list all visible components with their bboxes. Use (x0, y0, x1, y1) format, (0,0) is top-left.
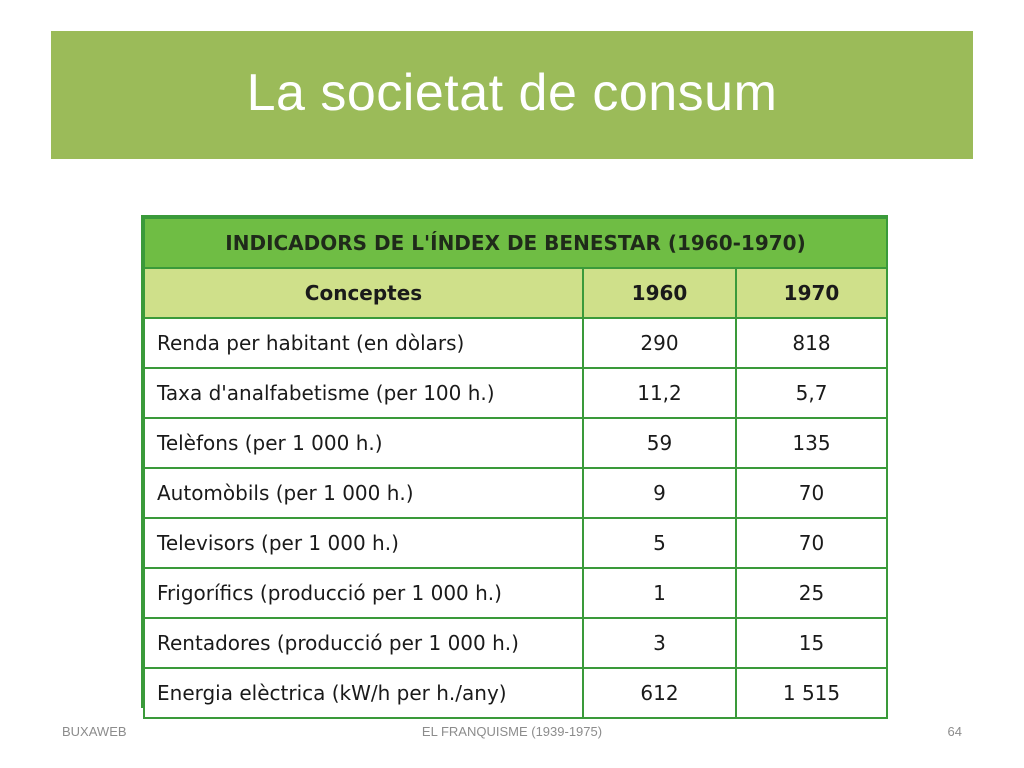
row-concept: Frigorífics (producció per 1 000 h.) (143, 567, 584, 619)
row-concept: Automòbils (per 1 000 h.) (143, 467, 584, 519)
row-value-1960: 290 (582, 317, 737, 369)
table-row: Telèfons (per 1 000 h.) 59 135 (143, 417, 889, 469)
row-value-1960: 11,2 (582, 367, 737, 419)
row-value-1960: 5 (582, 517, 737, 569)
row-value-1970: 25 (734, 567, 889, 619)
title-bar: La societat de consum (51, 31, 973, 159)
welfare-table: INDICADORS DE L'ÍNDEX DE BENESTAR (1960-… (142, 217, 889, 719)
header-concepts: Conceptes (143, 267, 584, 319)
table-caption-row: INDICADORS DE L'ÍNDEX DE BENESTAR (1960-… (142, 217, 889, 269)
slide-number: 64 (947, 724, 962, 739)
table-row: Automòbils (per 1 000 h.) 9 70 (143, 467, 889, 519)
row-value-1960: 3 (582, 617, 737, 669)
table-row: Rentadores (producció per 1 000 h.) 3 15 (143, 617, 889, 669)
row-value-1960: 9 (582, 467, 737, 519)
row-concept: Telèfons (per 1 000 h.) (143, 417, 584, 469)
row-concept: Rentadores (producció per 1 000 h.) (143, 617, 584, 669)
footer-left-text: BUXAWEB (62, 724, 127, 739)
header-1960: 1960 (582, 267, 737, 319)
row-value-1970: 135 (734, 417, 889, 469)
table-header-row: Conceptes 1960 1970 (143, 267, 889, 319)
table-row: Energia elèctrica (kW/h per h./any) 612 … (143, 667, 889, 719)
row-value-1970: 1 515 (734, 667, 889, 719)
table-row: Renda per habitant (en dòlars) 290 818 (143, 317, 889, 369)
welfare-table-container: INDICADORS DE L'ÍNDEX DE BENESTAR (1960-… (141, 215, 889, 719)
row-value-1970: 70 (734, 467, 889, 519)
table-row: Frigorífics (producció per 1 000 h.) 1 2… (143, 567, 889, 619)
row-value-1960: 1 (582, 567, 737, 619)
row-concept: Taxa d'analfabetisme (per 100 h.) (143, 367, 584, 419)
row-value-1970: 15 (734, 617, 889, 669)
table-caption: INDICADORS DE L'ÍNDEX DE BENESTAR (1960-… (142, 217, 889, 269)
row-value-1960: 612 (582, 667, 737, 719)
row-value-1970: 5,7 (734, 367, 889, 419)
table-row: Taxa d'analfabetisme (per 100 h.) 11,2 5… (143, 367, 889, 419)
header-1970: 1970 (734, 267, 889, 319)
row-concept: Renda per habitant (en dòlars) (143, 317, 584, 369)
row-concept: Televisors (per 1 000 h.) (143, 517, 584, 569)
table-row: Televisors (per 1 000 h.) 5 70 (143, 517, 889, 569)
slide-title: La societat de consum (246, 64, 778, 122)
row-value-1970: 818 (734, 317, 889, 369)
row-value-1970: 70 (734, 517, 889, 569)
footer-center-text: EL FRANQUISME (1939-1975) (421, 724, 603, 739)
row-value-1960: 59 (582, 417, 737, 469)
row-concept: Energia elèctrica (kW/h per h./any) (143, 667, 584, 719)
